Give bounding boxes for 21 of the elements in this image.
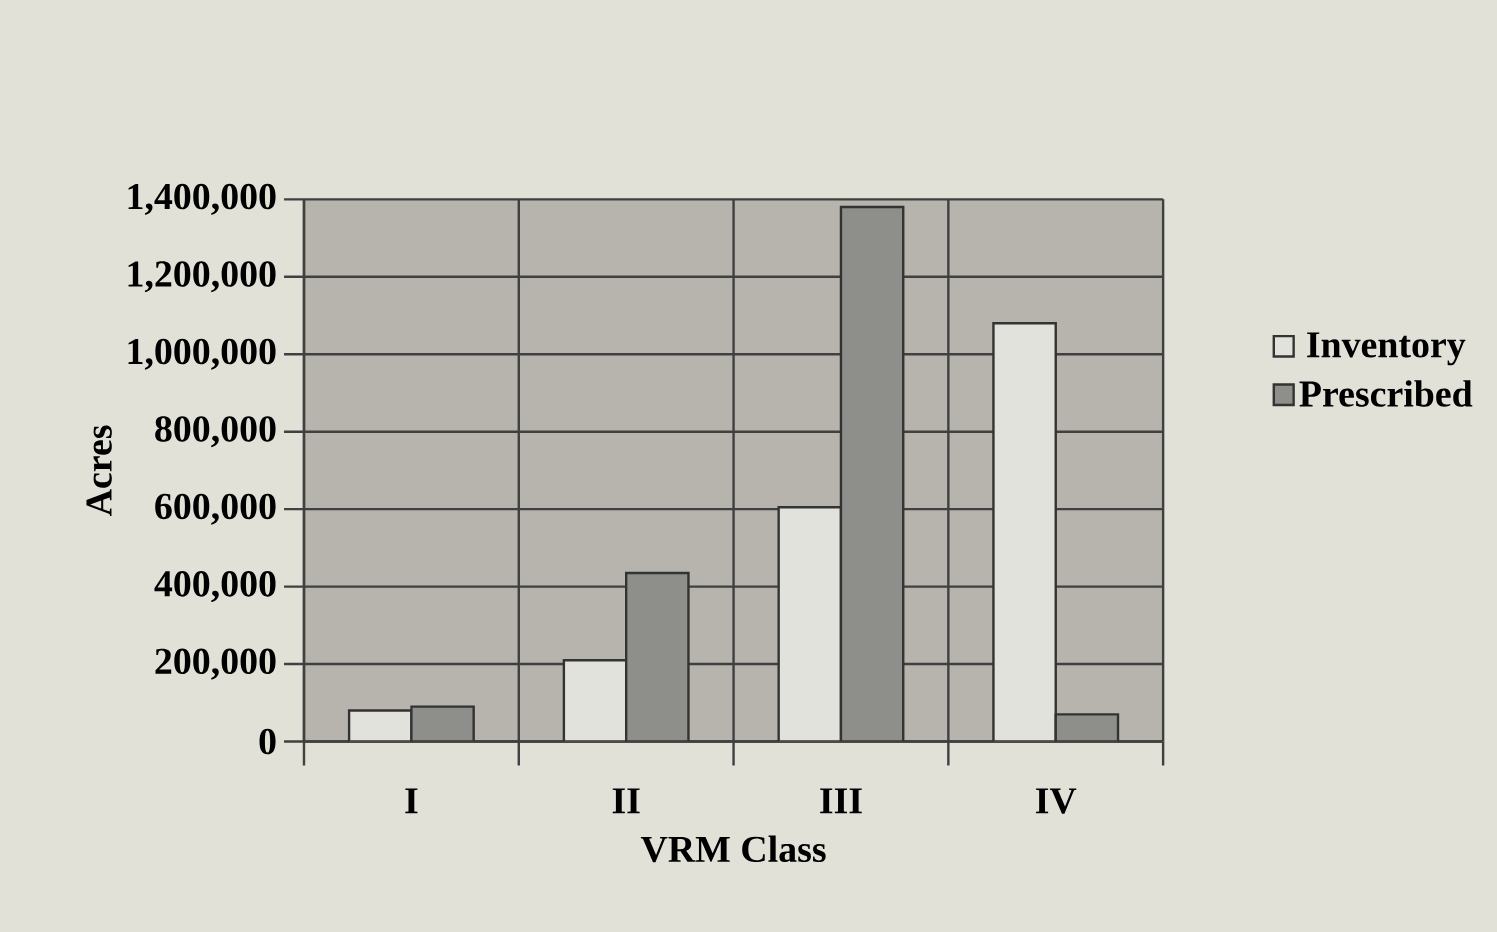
x-tick-label: II: [612, 788, 640, 814]
y-tick-label: 800,000: [155, 416, 276, 448]
y-tick-label: 0: [259, 728, 276, 755]
y-tick-label: 600,000: [155, 493, 276, 525]
bar: [624, 571, 690, 742]
x-tick-label: III: [820, 788, 862, 814]
y-tick-label: 400,000: [154, 571, 276, 603]
legend-label: Inventory: [1307, 332, 1466, 366]
bar: [839, 205, 905, 742]
x-tick-label: I: [405, 788, 418, 814]
x-tick-label: IV: [1035, 788, 1077, 814]
legend-label: Prescribed: [1299, 380, 1473, 407]
y-axis-title: Acres: [86, 425, 112, 517]
x-axis-title: VRM Class: [640, 835, 826, 863]
y-tick-label: 1,200,000: [128, 261, 276, 293]
bar: [562, 659, 628, 742]
y-tick-label: 1,400,000: [128, 183, 276, 215]
y-tick-label: 1,000,000: [128, 338, 276, 370]
bar: [992, 322, 1057, 742]
y-tick-label: 200,000: [155, 648, 276, 680]
bar: [777, 506, 843, 742]
